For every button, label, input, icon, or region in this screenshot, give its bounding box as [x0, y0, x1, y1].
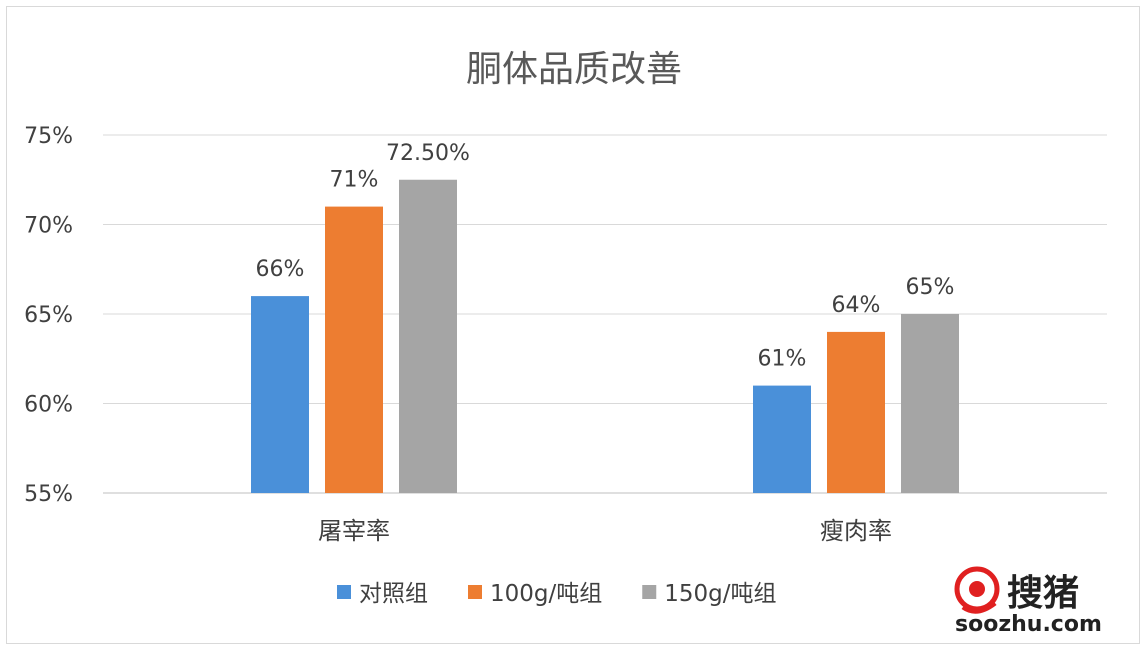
legend: 对照组 100g/吨组 150g/吨组: [337, 581, 777, 607]
data-label: 65%: [906, 275, 955, 300]
x-category-label: 屠宰率: [318, 517, 390, 545]
watermark-logo-text: 搜猪: [1007, 572, 1079, 614]
legend-swatch: [468, 585, 482, 599]
x-axis: 屠宰率 瘦肉率: [318, 517, 892, 545]
bar: [753, 385, 811, 493]
y-tick-label: 75%: [24, 124, 73, 149]
y-tick-label: 70%: [24, 214, 73, 239]
bars: 66% 71% 72.50% 61% 64% 65%: [251, 141, 959, 493]
bar: [251, 296, 309, 493]
x-category-label: 瘦肉率: [820, 517, 892, 545]
legend-swatch: [337, 585, 351, 599]
soozhu-logo-icon: [954, 566, 1000, 614]
y-tick-label: 65%: [24, 303, 73, 328]
y-tick-label: 60%: [24, 393, 73, 418]
legend-label: 100g/吨组: [490, 581, 602, 607]
watermark-url: soozhu.com: [955, 612, 1102, 637]
legend-label: 150g/吨组: [664, 581, 776, 607]
y-tick-label: 55%: [24, 482, 73, 507]
bar: [901, 314, 959, 493]
chart-title: 胴体品质改善: [466, 49, 682, 90]
bar: [325, 206, 383, 493]
data-label: 71%: [330, 168, 379, 193]
bar-chart: 胴体品质改善 55% 60% 65% 70% 75% 66% 71% 72.50% 61% 64…: [24, 49, 1107, 607]
bar: [827, 331, 885, 493]
data-label: 64%: [832, 293, 881, 318]
y-axis: 55% 60% 65% 70% 75%: [24, 124, 73, 507]
legend-swatch: [642, 585, 657, 599]
chart-frame: 胴体品质改善 55% 60% 65% 70% 75% 66% 71% 72.50% 61% 64…: [6, 6, 1140, 644]
data-label: 66%: [256, 257, 305, 282]
data-label: 61%: [758, 347, 807, 372]
soozhu-watermark: 搜猪 soozhu.com: [954, 566, 1102, 637]
legend-label: 对照组: [359, 581, 428, 607]
bar: [399, 179, 457, 493]
data-label: 72.50%: [386, 141, 470, 166]
